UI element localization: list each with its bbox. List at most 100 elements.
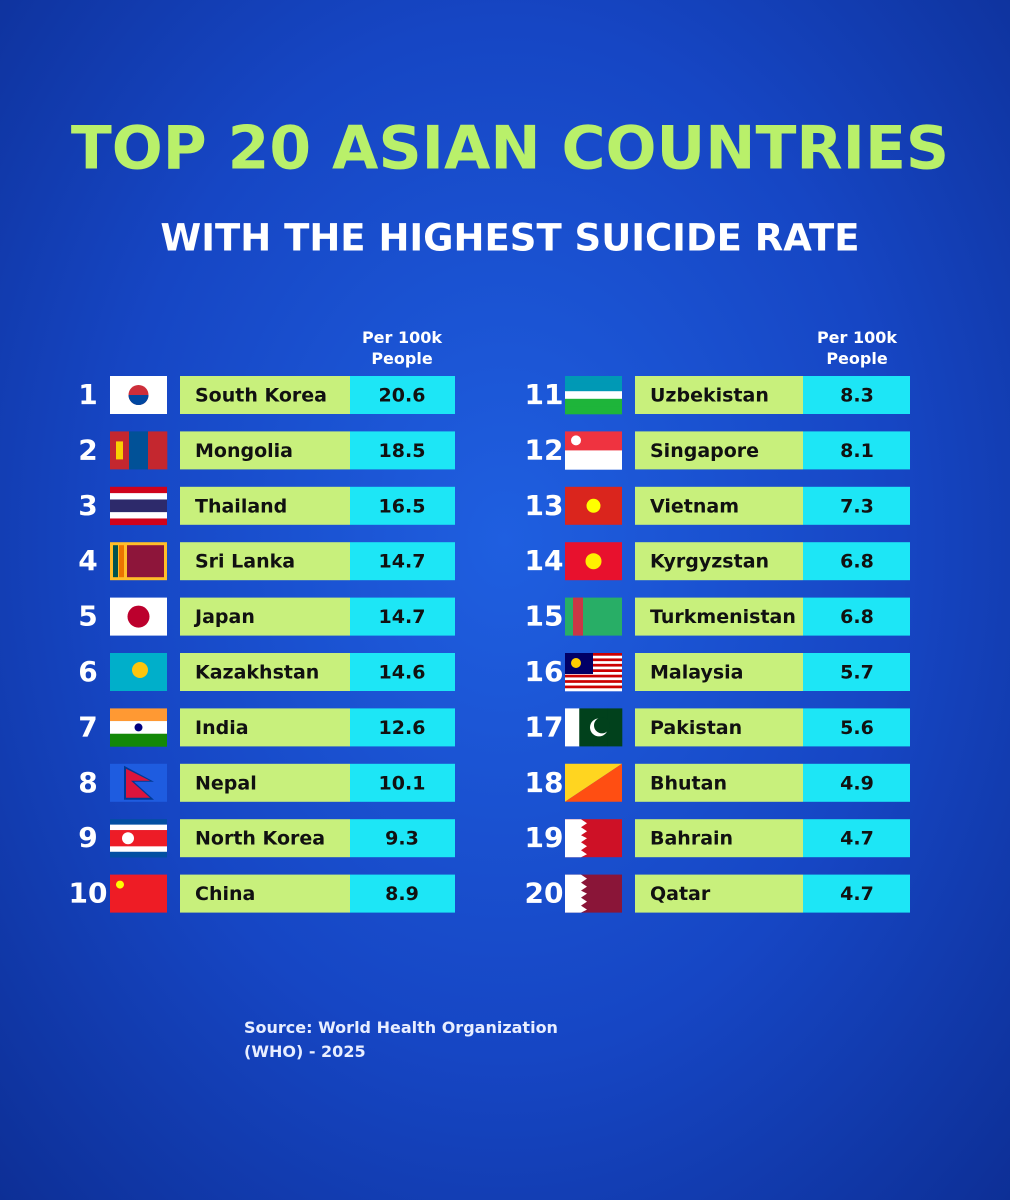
rate-value: 12.6: [379, 717, 426, 739]
rate-value: 14.6: [379, 662, 426, 684]
country-name: India: [195, 717, 249, 739]
country-name: Bhutan: [650, 772, 727, 794]
flag-part: [110, 830, 167, 836]
flag-part: [565, 661, 622, 665]
rate-value: 5.6: [840, 717, 874, 739]
country-name: Uzbekistan: [650, 385, 769, 407]
rank: 13: [525, 489, 564, 522]
flag: [565, 819, 622, 858]
flag-part: [565, 819, 587, 858]
rank: 6: [78, 655, 97, 688]
flag: [565, 376, 622, 415]
flag: [565, 653, 622, 692]
rank: 17: [525, 710, 564, 743]
value-cell: [350, 486, 455, 525]
flag-part: [565, 391, 622, 400]
name-cell: [180, 653, 350, 691]
flag-part: [565, 674, 622, 678]
rank: 5: [78, 600, 97, 633]
flag-part: [573, 597, 583, 636]
flag-part: [116, 441, 123, 460]
rank: 14: [525, 544, 564, 577]
title: TOP 20 ASIAN COUNTRIES: [71, 114, 949, 184]
flag-part: [565, 677, 622, 681]
flag-part: [148, 431, 168, 470]
country-name: China: [195, 883, 255, 905]
value-cell: [803, 874, 910, 913]
rank: 9: [78, 821, 97, 854]
rank: 12: [525, 433, 564, 466]
country-name: Singapore: [650, 440, 759, 462]
name-cell: [180, 874, 350, 913]
country-name: North Korea: [195, 828, 325, 850]
country-name: Turkmenistan: [650, 606, 796, 628]
country-name: Sri Lanka: [195, 551, 295, 573]
flag-part: [127, 545, 164, 578]
value-cell: [803, 653, 910, 691]
name-cell: [180, 431, 350, 470]
flag: [110, 431, 168, 470]
flag: [110, 653, 167, 691]
flag-part: [565, 685, 622, 689]
flag-part: [127, 605, 150, 628]
name-cell: [635, 597, 803, 636]
flag-part: [565, 669, 622, 673]
country-name: Kyrgyzstan: [650, 551, 769, 573]
flag-part: [110, 493, 167, 500]
value-cell: [350, 763, 455, 802]
value-cell: [350, 874, 455, 913]
name-cell: [180, 597, 350, 636]
flag: [565, 874, 622, 913]
rank: 4: [78, 544, 97, 577]
flag: [110, 486, 167, 526]
country-name: Qatar: [650, 883, 711, 905]
name-cell: [635, 376, 803, 414]
country-name: Japan: [193, 606, 255, 628]
country-name: Malaysia: [650, 662, 744, 684]
flag-part: [565, 431, 622, 451]
flag-part: [110, 846, 167, 853]
rank: 8: [78, 766, 97, 799]
rank: 1: [78, 378, 97, 411]
rank: 15: [525, 600, 564, 633]
value-cell: [803, 542, 910, 581]
flag: [565, 597, 622, 636]
rate-value: 6.8: [840, 606, 874, 628]
flag: [110, 597, 167, 636]
value-cell: [350, 542, 455, 581]
country-name: Kazakhstan: [195, 662, 319, 684]
flag-part: [116, 880, 124, 889]
value-cell: [803, 431, 910, 470]
flag-part: [586, 498, 601, 513]
flag-part: [110, 824, 167, 831]
flag-part: [565, 682, 622, 686]
country-name: Bahrain: [650, 828, 733, 850]
flag-part: [565, 376, 622, 384]
value-cell: [803, 597, 910, 636]
flag-part: [565, 406, 622, 415]
rank: 16: [525, 655, 564, 688]
flag-part: [122, 832, 134, 845]
flag-part: [565, 450, 622, 470]
flag-part: [134, 723, 143, 732]
flag-part: [585, 553, 602, 570]
rate-value: 4.7: [840, 883, 874, 905]
flag-part: [565, 655, 622, 659]
flag-part: [128, 395, 149, 405]
name-cell: [635, 763, 803, 802]
rank: 3: [78, 489, 97, 522]
flag-part: [565, 398, 622, 407]
flag-part: [565, 763, 622, 802]
rate-value: 8.9: [385, 883, 419, 905]
flag: [565, 542, 622, 581]
flag: [110, 819, 167, 858]
flag-part: [571, 435, 581, 446]
name-cell: [635, 874, 803, 913]
flag: [110, 874, 167, 913]
rate-value: 9.3: [385, 828, 419, 850]
rank: 18: [525, 766, 564, 799]
flag-part: [110, 505, 167, 513]
country-name: Thailand: [195, 495, 287, 517]
